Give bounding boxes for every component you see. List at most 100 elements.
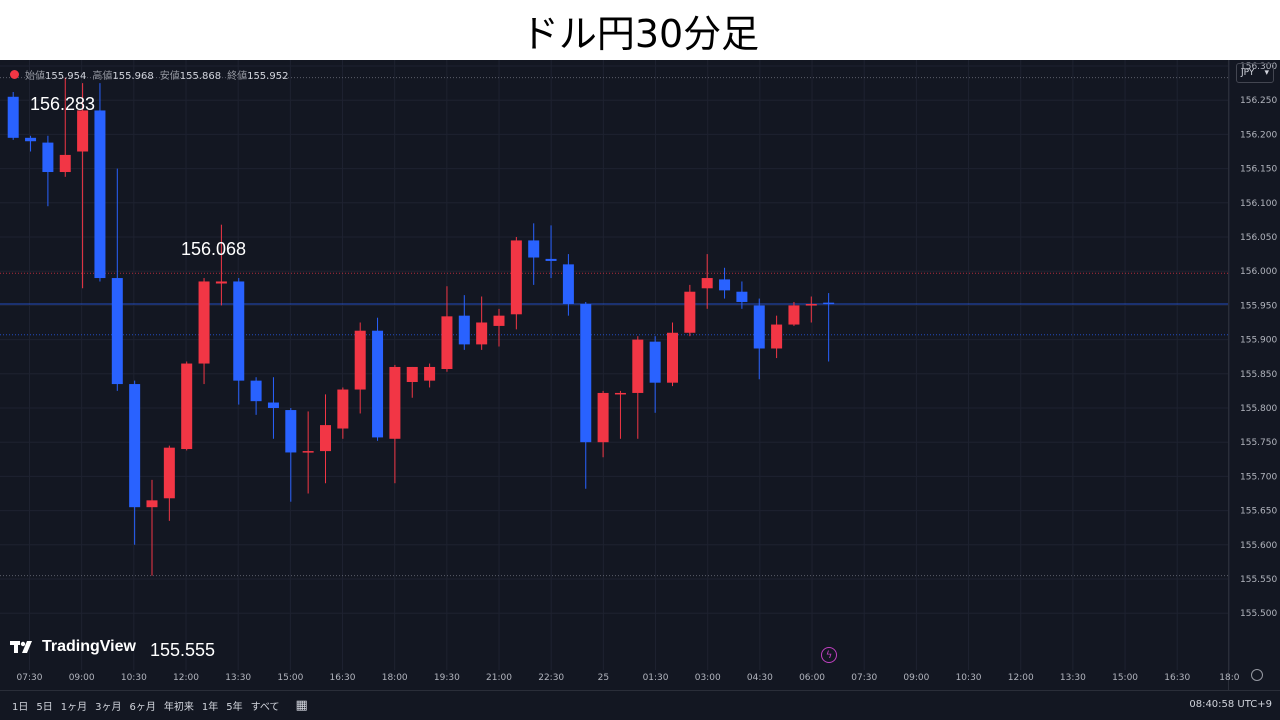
x-tick-label: 21:00 <box>486 673 512 683</box>
annotation-low: 155.555 <box>150 640 216 660</box>
candle <box>510 237 522 330</box>
candle-body <box>805 304 817 306</box>
chart-panel[interactable]: 156.300 156.250 156.200 156.150 156.100 156.0… <box>0 60 1280 720</box>
candle <box>59 77 71 177</box>
reference-lines <box>0 77 1228 577</box>
x-tick-label: 03:00 <box>695 673 721 683</box>
candle <box>215 224 227 306</box>
y-tick-label: 155.700 <box>1240 472 1277 482</box>
price-axis: 156.300 156.250 156.200 156.150 156.100 156.0… <box>1228 60 1277 690</box>
candle-body <box>667 332 678 383</box>
y-tick-label: 155.600 <box>1240 541 1277 551</box>
candle-body <box>77 110 89 152</box>
range-3m[interactable]: 3ヶ月 <box>95 702 122 713</box>
flash-icon[interactable]: ϟ <box>821 647 837 663</box>
candle <box>580 301 592 489</box>
y-tick-label: 155.750 <box>1240 438 1277 448</box>
annotation-high: 156.283 <box>30 94 96 114</box>
settings-icon[interactable] <box>1251 669 1263 681</box>
tradingview-logo-icon <box>10 641 32 653</box>
x-tick-label: 13:30 <box>1060 673 1086 683</box>
calendar-icon[interactable]: ▦ <box>295 698 308 713</box>
candle <box>719 267 731 299</box>
candle <box>146 479 158 576</box>
candle <box>7 91 19 140</box>
candle <box>181 361 193 451</box>
y-tick-label: 155.800 <box>1240 404 1277 414</box>
clock[interactable]: 08:40:58 UTC+9 <box>1189 699 1272 710</box>
candle-body <box>424 366 436 381</box>
tradingview-logo[interactable]: TradingView <box>10 638 136 656</box>
y-tick-label: 155.850 <box>1240 370 1277 380</box>
candle <box>163 445 175 521</box>
candle <box>94 83 106 282</box>
tradingview-logo-text: TradingView <box>42 638 136 655</box>
y-tick-label: 156.250 <box>1240 96 1277 106</box>
candle <box>233 278 245 405</box>
candle <box>424 363 436 388</box>
y-tick-label: 156.200 <box>1240 130 1277 140</box>
candle <box>441 286 453 372</box>
candle <box>753 298 765 380</box>
close-label: 終値 <box>227 71 248 82</box>
x-tick-label: 16:30 <box>1164 673 1190 683</box>
candle-body <box>389 366 401 439</box>
range-1y[interactable]: 1年 <box>201 702 219 713</box>
candle <box>736 281 748 309</box>
range-5d[interactable]: 5日 <box>36 702 53 713</box>
time-axis: 07:30 09:00 10:30 12:00 13:30 15:00 16:30 18:00… <box>17 673 1240 683</box>
candle <box>528 223 540 285</box>
x-tick-label: 12:00 <box>1008 673 1034 683</box>
candle-body <box>632 339 644 393</box>
y-tick-label: 155.900 <box>1240 336 1277 346</box>
candle-body <box>528 240 540 258</box>
candle <box>771 315 783 359</box>
candle <box>320 394 331 484</box>
candlestick-chart[interactable]: 156.300 156.250 156.200 156.150 156.100 156.0… <box>0 60 1280 690</box>
currency-selector[interactable]: JPY ▾ <box>1236 63 1274 83</box>
y-tick-label: 155.550 <box>1240 575 1277 585</box>
range-ytd[interactable]: 年初来 <box>163 702 194 713</box>
candle-body <box>94 110 106 279</box>
candle-body <box>302 451 314 453</box>
candle <box>285 408 297 502</box>
candle-body <box>545 258 557 261</box>
y-tick-label: 156.150 <box>1240 165 1277 175</box>
candle-body <box>285 410 297 453</box>
candle <box>562 254 574 316</box>
range-6m[interactable]: 6ヶ月 <box>129 702 156 713</box>
candle-body <box>493 315 505 326</box>
range-all[interactable]: すべて <box>250 702 280 713</box>
candle-body <box>441 316 453 370</box>
candle-body <box>198 281 210 364</box>
range-5y[interactable]: 5年 <box>226 702 243 713</box>
open-value: 155.954 <box>45 71 87 82</box>
candle <box>389 364 401 484</box>
y-tick-label: 155.500 <box>1240 609 1277 619</box>
candle <box>77 83 89 289</box>
candle <box>701 254 713 309</box>
candle-body <box>562 264 574 305</box>
candle-body <box>719 279 731 291</box>
candle <box>337 387 349 439</box>
candle-body <box>320 425 331 452</box>
x-tick-label: 10:30 <box>956 673 982 683</box>
candle <box>354 322 366 414</box>
range-1m[interactable]: 1ヶ月 <box>60 702 88 713</box>
candle-body <box>337 389 349 429</box>
candle <box>302 411 314 494</box>
candle-body <box>476 322 488 345</box>
range-1d[interactable]: 1日 <box>12 702 29 713</box>
x-tick-label: 07:30 <box>851 673 877 683</box>
candle-body <box>614 392 626 395</box>
y-tick-label: 156.100 <box>1240 199 1277 209</box>
candle-body <box>267 402 279 408</box>
x-tick-label: 18:00 <box>382 673 408 683</box>
x-tick-label: 18:0 <box>1219 673 1239 683</box>
y-tick-label: 156.000 <box>1240 267 1277 277</box>
candle <box>198 278 210 385</box>
symbol-icon[interactable] <box>10 70 19 79</box>
bottom-toolbar: 1日 5日 1ヶ月 3ヶ月 6ヶ月 年初来 1年 5年 すべて ▦ 08:40:… <box>0 690 1280 720</box>
low-value: 155.868 <box>179 71 222 82</box>
x-tick-label: 01:30 <box>643 673 669 683</box>
